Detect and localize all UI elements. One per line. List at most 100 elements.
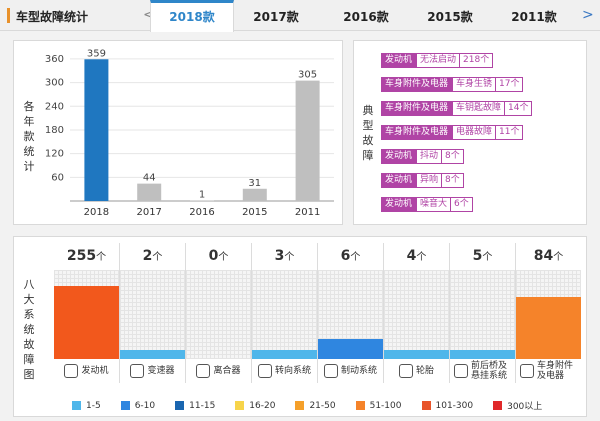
fault-category-tag: 车身附件及电器 <box>381 77 453 92</box>
title-accent-bar <box>7 8 10 23</box>
fault-issue-label: 车钥匙故障 <box>452 101 506 116</box>
axle-icon <box>454 364 468 378</box>
system-name: 变速器 <box>147 366 175 376</box>
y-tick-label: 300 <box>45 78 64 89</box>
bar-value-label: 305 <box>298 70 317 81</box>
legend-swatch <box>235 401 245 410</box>
x-tick-label: 2011 <box>295 207 320 218</box>
severity-legend: 1-5 6-10 11-15 16-20 21-50 51-100 101-300 300以上 <box>72 399 562 412</box>
system-column[interactable]: 84个 车身附件及电器 <box>516 243 581 383</box>
fault-item[interactable]: 发动机 噪音大 6个 <box>381 197 473 212</box>
system-bar-fill <box>252 350 317 359</box>
system-count-value: 2 <box>142 248 153 264</box>
legend-item: 101-300 <box>421 399 473 412</box>
legend-label: 21-50 <box>309 400 336 411</box>
system-column[interactable]: 4个 轮胎 <box>384 243 449 383</box>
y-tick-label: 240 <box>45 101 64 112</box>
fault-item[interactable]: 发动机 抖动 8个 <box>381 149 464 164</box>
header-bar: 车型故障统计 < 2018款 2017款 2016款 2015款 2011款 > <box>0 0 600 32</box>
brake-icon <box>323 364 338 378</box>
page-title: 车型故障统计 <box>16 10 89 24</box>
year-chart-ylabel: 各年款统计 <box>23 100 35 173</box>
column-divider <box>317 243 318 383</box>
fault-issue-label: 车身生锈 <box>452 77 497 92</box>
system-count-unit: 个 <box>553 252 564 263</box>
system-count: 0个 <box>186 243 251 269</box>
system-bar-fill <box>318 339 383 359</box>
fault-item[interactable]: 车身附件及电器 车身生锈 17个 <box>381 77 524 92</box>
column-divider <box>251 243 252 383</box>
system-bar-track <box>252 270 317 359</box>
system-bar-fill <box>54 286 119 359</box>
system-label: 制动系统 <box>318 360 383 382</box>
fault-item[interactable]: 发动机 无法启动 218个 <box>381 53 494 68</box>
system-count-unit: 个 <box>350 252 361 263</box>
tab-2017[interactable]: 2017款 <box>253 10 299 24</box>
system-column[interactable]: 5个前后桥及悬挂系统 <box>450 243 515 383</box>
system-count-unit: 个 <box>96 252 107 263</box>
fault-category-tag: 发动机 <box>381 53 417 68</box>
typical-faults-label: 典型故障 <box>362 104 374 162</box>
y-tick-label: 360 <box>45 54 64 65</box>
system-column[interactable]: 255个 发动机 <box>54 243 119 383</box>
next-arrow-icon[interactable]: > <box>582 7 594 23</box>
system-count-unit: 个 <box>416 252 427 263</box>
fault-issue-label: 噪音大 <box>416 197 452 212</box>
fault-category-tag: 车身附件及电器 <box>381 125 453 140</box>
system-count-value: 6 <box>340 248 351 264</box>
system-name: 制动系统 <box>340 366 377 376</box>
fault-category-tag: 发动机 <box>381 197 417 212</box>
system-bar-track <box>516 270 581 359</box>
system-name: 转向系统 <box>274 366 311 376</box>
bar-value-label: 44 <box>143 173 156 184</box>
system-count: 4个 <box>384 243 449 269</box>
system-count-unit: 个 <box>284 252 295 263</box>
gear-shift-icon <box>130 364 145 378</box>
fault-item[interactable]: 车身附件及电器 电器故障 11个 <box>381 125 524 140</box>
column-divider <box>119 243 120 383</box>
fault-issue-label: 抖动 <box>416 149 443 164</box>
eight-systems-panel: 八大系统故障图 255个 发动机 2个 变速器 0个 离合器 3个 转向系统 6个 制动系统 4个轮… <box>13 236 587 417</box>
system-label: 变速器 <box>120 360 185 382</box>
system-name: 发动机 <box>81 366 109 376</box>
clutch-icon <box>196 364 211 378</box>
system-count-unit: 个 <box>152 252 163 263</box>
fault-category-tag: 发动机 <box>381 173 417 188</box>
systems-label: 八大系统故障图 <box>23 278 35 381</box>
y-tick-label: 180 <box>45 125 64 136</box>
system-column[interactable]: 2个变速器 <box>120 243 185 383</box>
steering-wheel-icon <box>257 364 272 378</box>
bar-2016 <box>190 200 214 202</box>
system-column[interactable]: 6个制动系统 <box>318 243 383 383</box>
bar-2017 <box>137 183 162 201</box>
prev-arrow-icon[interactable]: < <box>143 7 155 23</box>
fault-item[interactable]: 发动机 异响 8个 <box>381 173 464 188</box>
x-tick-label: 2015 <box>242 207 267 218</box>
legend-item: 300以上 <box>493 399 542 412</box>
system-count-unit: 个 <box>218 252 229 263</box>
tab-2015[interactable]: 2015款 <box>427 10 473 24</box>
tab-2018[interactable]: 2018款 <box>150 0 234 32</box>
fault-count: 14个 <box>505 101 533 116</box>
legend-swatch <box>295 401 305 410</box>
tab-2016[interactable]: 2016款 <box>343 10 389 24</box>
fault-count: 8个 <box>442 173 464 188</box>
system-count: 6个 <box>318 243 383 269</box>
system-count: 5个 <box>450 243 515 269</box>
system-bar-track <box>186 270 251 359</box>
legend-label: 16-20 <box>249 400 276 411</box>
system-column[interactable]: 0个 离合器 <box>186 243 251 383</box>
legend-swatch <box>120 401 130 410</box>
legend-swatch <box>175 401 185 410</box>
system-column[interactable]: 3个 转向系统 <box>252 243 317 383</box>
system-count-value: 4 <box>406 248 417 264</box>
fault-count: 17个 <box>496 77 524 92</box>
tab-2011[interactable]: 2011款 <box>511 10 557 24</box>
legend-item: 1-5 <box>72 399 101 412</box>
system-label: 前后桥及悬挂系统 <box>450 360 515 382</box>
legend-item: 6-10 <box>120 399 155 412</box>
fault-item[interactable]: 车身附件及电器 车钥匙故障 14个 <box>381 101 533 116</box>
legend-item: 16-20 <box>235 399 275 412</box>
column-divider <box>515 243 516 383</box>
system-bar-track <box>54 270 119 359</box>
